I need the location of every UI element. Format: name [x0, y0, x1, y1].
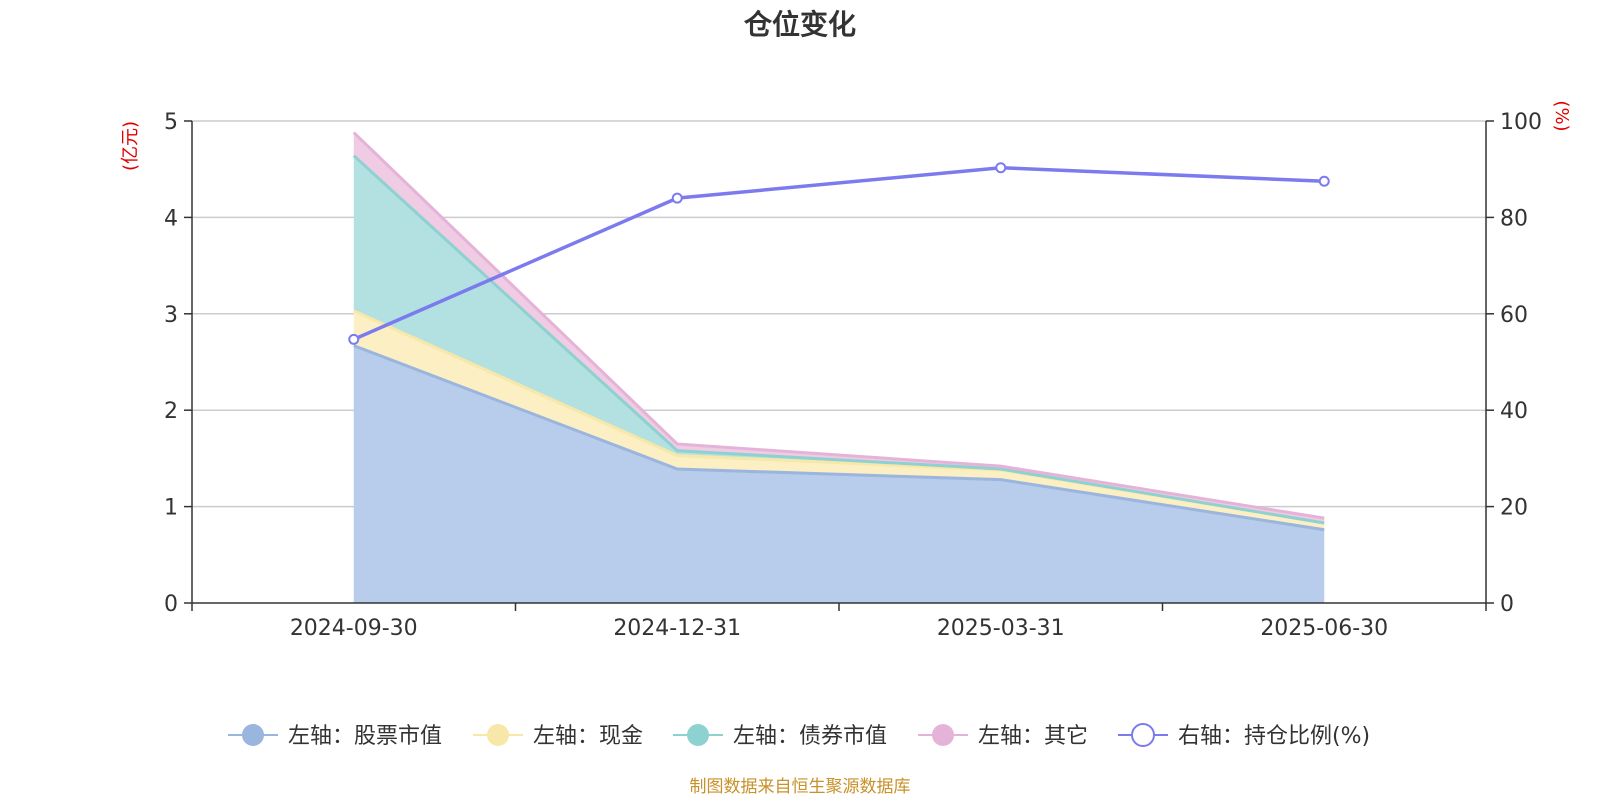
right-tick-label: 60: [1500, 303, 1528, 328]
legend-item: 右轴：持仓比例(%): [1118, 723, 1370, 749]
legend-marker: [487, 724, 509, 746]
legend: 左轴：股票市值 左轴：现金 左轴：债券市值 左轴：其它 右轴：持仓比例(%): [228, 723, 1370, 749]
area-4: [353, 132, 1325, 523]
right-tick-label: 100: [1500, 110, 1542, 135]
legend-marker: [1131, 723, 1155, 747]
x-tick-label: 2025-06-30: [1260, 616, 1388, 641]
area-edge-3: [352, 154, 1325, 525]
series-lines: [352, 131, 1325, 532]
ratio-point: [348, 333, 360, 345]
axes: 0 1 2 3 4 5 0 20 40 60 80 100 2024-09-30 2024-12-31 20…: [164, 110, 1542, 641]
x-tick-label: 2025-03-31: [937, 616, 1065, 641]
ratio-line: [353, 166, 1325, 341]
area-layers: [353, 132, 1325, 603]
area-edge-1: [353, 344, 1325, 532]
right-tick-label: 0: [1500, 592, 1514, 617]
legend-item: 左轴：现金: [473, 724, 643, 749]
legend-marker: [932, 724, 954, 746]
legend-label: 左轴：股票市值: [288, 724, 442, 749]
legend-label: 左轴：其它: [978, 724, 1088, 749]
left-tick-label: 3: [164, 303, 178, 328]
left-tick-label: 1: [164, 496, 178, 521]
legend-marker: [687, 724, 709, 746]
legend-item: 左轴：债券市值: [673, 724, 887, 749]
legend-item: 左轴：其它: [918, 724, 1088, 749]
ratio-point: [995, 162, 1007, 174]
left-tick-label: 4: [164, 206, 178, 231]
left-tick-label: 0: [164, 592, 178, 617]
legend-label: 右轴：持仓比例(%): [1178, 724, 1370, 749]
left-tick-label: 5: [164, 110, 178, 135]
right-tick-label: 40: [1500, 399, 1528, 424]
legend-item: 左轴：股票市值: [228, 724, 442, 749]
left-tick-label: 2: [164, 399, 178, 424]
ratio-point: [671, 192, 683, 204]
right-axis-unit: (%): [1551, 100, 1572, 131]
x-tick-label: 2024-09-30: [290, 616, 418, 641]
area-3: [353, 155, 1325, 523]
legend-marker: [242, 724, 264, 746]
ratio-point: [1318, 175, 1330, 187]
area-edge-4: [352, 131, 1325, 520]
x-tick-label: 2024-12-31: [613, 616, 741, 641]
legend-label: 左轴：现金: [533, 724, 643, 749]
legend-label: 左轴：债券市值: [733, 724, 887, 749]
left-axis-unit: (亿元): [120, 121, 141, 171]
data-points: [348, 162, 1330, 345]
source-note: 制图数据来自恒生聚源数据库: [690, 777, 911, 797]
right-tick-label: 80: [1500, 206, 1528, 231]
chart-title: 仓位变化: [744, 8, 856, 41]
right-tick-label: 20: [1500, 496, 1528, 521]
